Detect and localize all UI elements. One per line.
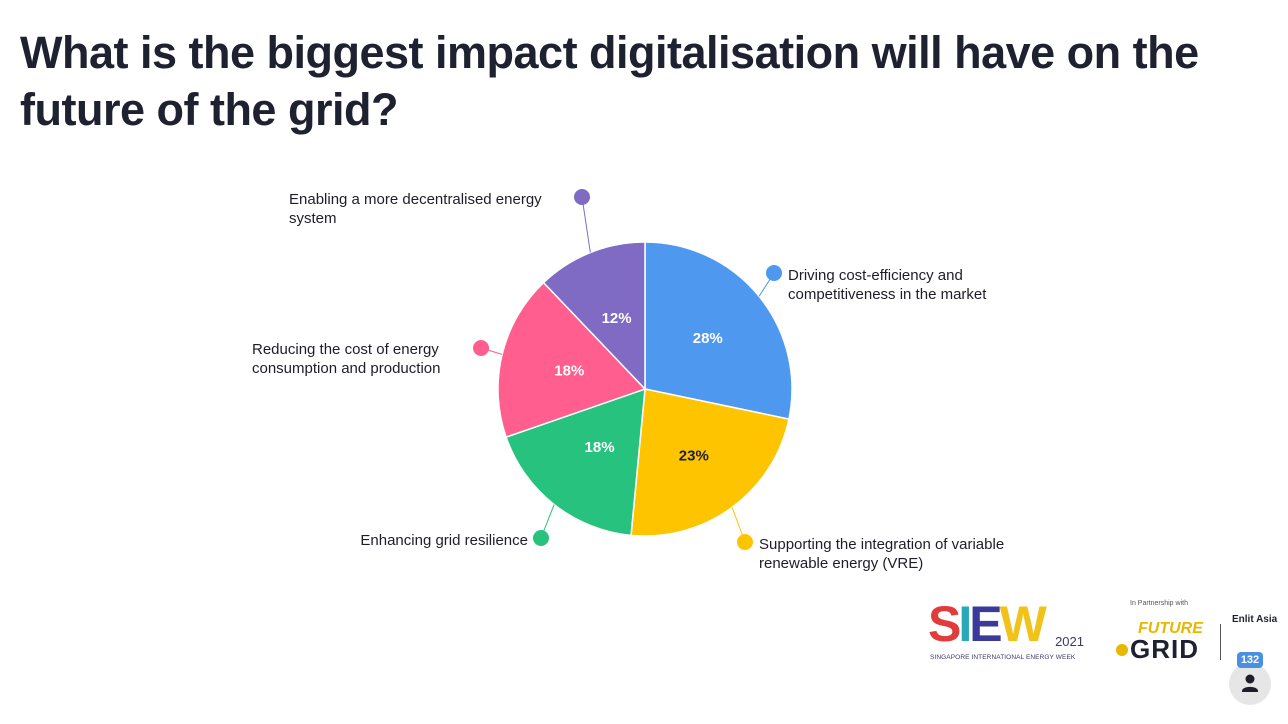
category-label: Supporting the integration of variable re… — [759, 536, 1004, 572]
category-label: Enabling a more decentralised energy syst… — [289, 191, 542, 227]
partner-text: In Partnership with — [1130, 600, 1188, 607]
siew-subtitle: SINGAPORE INTERNATIONAL ENERGY WEEK — [930, 654, 1076, 661]
pie-slice — [630, 388, 790, 537]
participants-button[interactable] — [1229, 663, 1271, 705]
future-grid-grid-text: GRID — [1130, 634, 1199, 664]
legend-dot — [533, 530, 549, 546]
siew-logo-word: SIEW — [928, 596, 1047, 652]
future-grid-dot-icon — [1116, 644, 1128, 656]
category-label: Reducing the cost of energy consumption a… — [252, 341, 440, 377]
person-icon — [1242, 674, 1258, 692]
pie-slice — [497, 281, 647, 439]
participant-count-badge: 132 — [1237, 652, 1263, 668]
future-grid-future-text: FUTURE — [1138, 620, 1203, 637]
future-grid-logo: FUTURE GRID — [1114, 618, 1224, 664]
legend-dot — [574, 189, 590, 205]
leader-line — [581, 196, 591, 253]
slice-percent-label: 18% — [554, 363, 584, 380]
siew-year: 2021 — [1055, 634, 1084, 649]
legend-dot — [766, 265, 782, 281]
slice-percent-label: 18% — [585, 439, 615, 456]
siew-logo: SIEW 2021 SINGAPORE INTERNATIONAL ENERGY… — [928, 596, 1088, 668]
slice-percent-label: 12% — [602, 310, 632, 327]
legend-dot — [737, 534, 753, 550]
enlit-asia-logo: Enlit Asia — [1232, 614, 1278, 625]
page-title: What is the biggest impact digitalisatio… — [20, 27, 1199, 135]
category-label: Enhancing grid resilience — [360, 532, 528, 549]
slice-percent-label: 23% — [679, 447, 709, 464]
legend-dot — [473, 340, 489, 356]
logo-divider — [1220, 624, 1221, 660]
slice-percent-label: 28% — [693, 330, 723, 347]
category-label: Driving cost-efficiency and competitivene… — [788, 267, 987, 303]
